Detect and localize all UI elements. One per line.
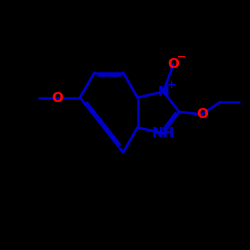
Text: O: O [196,107,208,121]
Text: O: O [168,57,179,71]
Text: O: O [52,90,64,104]
Text: −: − [177,52,186,62]
Text: +: + [167,80,176,90]
Text: N: N [158,85,169,99]
Text: NH: NH [152,126,175,140]
